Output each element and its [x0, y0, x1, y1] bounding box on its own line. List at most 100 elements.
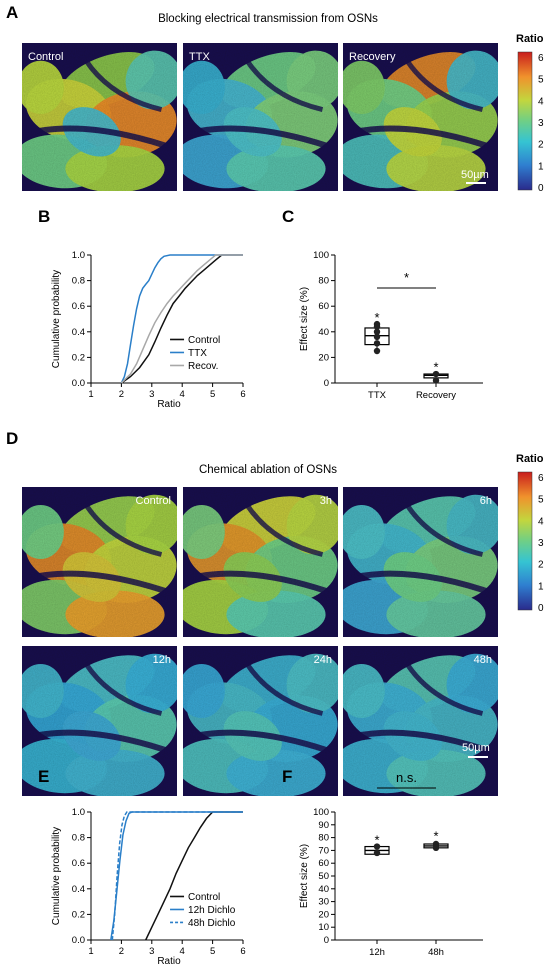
- x-axis-label: Ratio: [157, 399, 181, 410]
- y-axis-label: Cumulative probability: [51, 270, 62, 368]
- micrograph-label: TTX: [189, 51, 210, 63]
- y-tick-label: 30: [318, 897, 329, 908]
- y-tick-label: 0.4: [72, 327, 85, 338]
- scale-bar-label: 50µm: [461, 169, 489, 181]
- series-line-2: [120, 254, 243, 384]
- data-point: [373, 843, 381, 850]
- series-line-1: [120, 254, 243, 384]
- x-tick-label: 6: [240, 946, 245, 957]
- significance-star: *: [374, 833, 379, 848]
- x-tick-label: 12h: [369, 947, 385, 958]
- y-tick-label: 100: [313, 807, 329, 818]
- data-point: [373, 849, 381, 857]
- y-tick-label: 0.6: [72, 858, 85, 869]
- y-tick-label: 0.0: [72, 378, 85, 389]
- series-line-2: [111, 811, 243, 941]
- colorbar-tick-label: 6: [538, 53, 544, 64]
- micrograph-d-2: [343, 487, 498, 637]
- y-tick-label: 80: [318, 833, 329, 844]
- y-tick-label: 0.0: [72, 935, 85, 946]
- x-tick-label: Recovery: [416, 390, 456, 401]
- colorbar-gradient: [517, 51, 533, 191]
- x-axis-label: Ratio: [157, 956, 181, 967]
- micrograph-label: Recovery: [349, 51, 396, 63]
- significance-star: *: [374, 310, 379, 325]
- y-tick-label: 20: [318, 352, 329, 363]
- colorbar-tick-label: 3: [538, 538, 544, 549]
- data-point: [432, 370, 440, 378]
- panel-letter-a: A: [6, 3, 18, 22]
- colorbar-tick-label: 0: [538, 183, 544, 194]
- y-tick-label: 1.0: [72, 250, 85, 261]
- x-tick-label: 5: [210, 946, 215, 957]
- y-axis-label: Effect size (%): [299, 287, 310, 351]
- panel-a-title: Blocking electrical transmission from OS…: [158, 13, 378, 25]
- panel-letter-d: D: [6, 429, 18, 448]
- y-tick-label: 0: [324, 935, 329, 946]
- micrograph-d-4: [183, 646, 338, 796]
- micrograph-d-1: [183, 487, 338, 637]
- x-tick-label: 3: [149, 946, 154, 957]
- colorbar-gradient: [517, 471, 533, 611]
- data-point: [373, 333, 381, 341]
- legend-label: Recov.: [188, 361, 218, 372]
- colorbar-tick-label: 3: [538, 118, 544, 129]
- panel-letter-e: E: [38, 767, 49, 786]
- y-tick-label: 0.4: [72, 884, 85, 895]
- panel-a-colorbar: Ratio 6 5 4 3 2 1 0: [516, 33, 544, 194]
- comparison-label: *: [404, 270, 409, 285]
- panel-letter-c: C: [282, 207, 294, 226]
- x-tick-label: 2: [119, 946, 124, 957]
- y-tick-label: 1.0: [72, 807, 85, 818]
- micrograph-d-3: [22, 646, 177, 796]
- micrograph-label: 24h: [314, 654, 332, 666]
- y-tick-label: 0.8: [72, 276, 85, 287]
- series-line-0: [145, 811, 243, 941]
- panel-a-micrographs: Control TTX Recovery 50µm: [22, 43, 498, 191]
- data-point: [432, 377, 440, 384]
- panel-d-title: Chemical ablation of OSNs: [199, 464, 337, 476]
- y-axis-label: Cumulative probability: [51, 827, 62, 925]
- y-tick-label: 50: [318, 871, 329, 882]
- data-point: [373, 347, 381, 355]
- panel-e-cdf-chart: 1 2 3 4 5 6 0.0 0.2 0.4 0.6 0.8 1.0 Ratio Cumulative …: [51, 807, 246, 967]
- x-tick-label: 1: [88, 946, 93, 957]
- series-line-0: [120, 254, 243, 384]
- panel-d-colorbar: Ratio 6 5 4 3 2 1 0: [516, 453, 544, 614]
- data-point: [373, 320, 381, 328]
- panel-d-micrographs: Control 3h 6h 12h 24h 48h 50µm: [22, 487, 498, 796]
- y-tick-label: 40: [318, 327, 329, 338]
- comparison-label: n.s.: [396, 770, 417, 785]
- x-tick-label: 48h: [428, 947, 444, 958]
- significance-star: *: [433, 359, 438, 374]
- colorbar-tick-label: 2: [538, 140, 544, 151]
- y-tick-label: 0.2: [72, 352, 85, 363]
- micrograph-a-1: [183, 43, 338, 191]
- micrograph-a-2: [343, 43, 498, 191]
- colorbar-tick-label: 4: [538, 96, 544, 107]
- micrograph-d-0: [22, 487, 177, 637]
- y-tick-label: 0: [324, 378, 329, 389]
- y-tick-label: 60: [318, 301, 329, 312]
- panel-letter-f: F: [282, 767, 292, 786]
- y-tick-label: 40: [318, 884, 329, 895]
- colorbar-tick-label: 1: [538, 581, 544, 592]
- panel-c-box-chart: 0 20 40 60 80 100 Effect size (%) TTX * Recovery *…: [299, 250, 483, 401]
- y-tick-label: 80: [318, 276, 329, 287]
- micrograph-label: 3h: [320, 495, 332, 507]
- legend-label: Control: [188, 335, 220, 346]
- x-tick-label: 4: [180, 946, 185, 957]
- micrograph-label: 48h: [474, 654, 492, 666]
- significance-star: *: [433, 829, 438, 844]
- scale-bar-label: 50µm: [462, 742, 490, 754]
- colorbar-title: Ratio: [516, 33, 544, 45]
- data-point: [432, 840, 440, 848]
- colorbar-tick-label: 4: [538, 516, 544, 527]
- y-tick-label: 20: [318, 909, 329, 920]
- x-tick-label: TTX: [368, 390, 387, 401]
- micrograph-label: Control: [136, 495, 171, 507]
- y-tick-label: 10: [318, 922, 329, 933]
- colorbar-tick-label: 1: [538, 161, 544, 172]
- legend-label: 12h Dichlo: [188, 905, 236, 916]
